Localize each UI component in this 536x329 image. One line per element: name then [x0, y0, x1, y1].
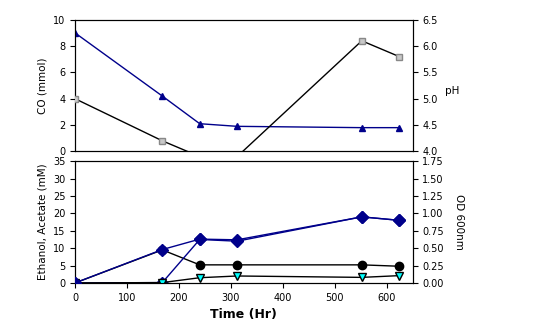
X-axis label: Time (Hr): Time (Hr) [211, 308, 277, 321]
Y-axis label: OD 600nm: OD 600nm [453, 194, 464, 250]
Y-axis label: pH: pH [445, 86, 459, 95]
Y-axis label: Ethanol, Acetate (mM): Ethanol, Acetate (mM) [38, 164, 47, 280]
Y-axis label: CO (mmol): CO (mmol) [38, 57, 48, 114]
